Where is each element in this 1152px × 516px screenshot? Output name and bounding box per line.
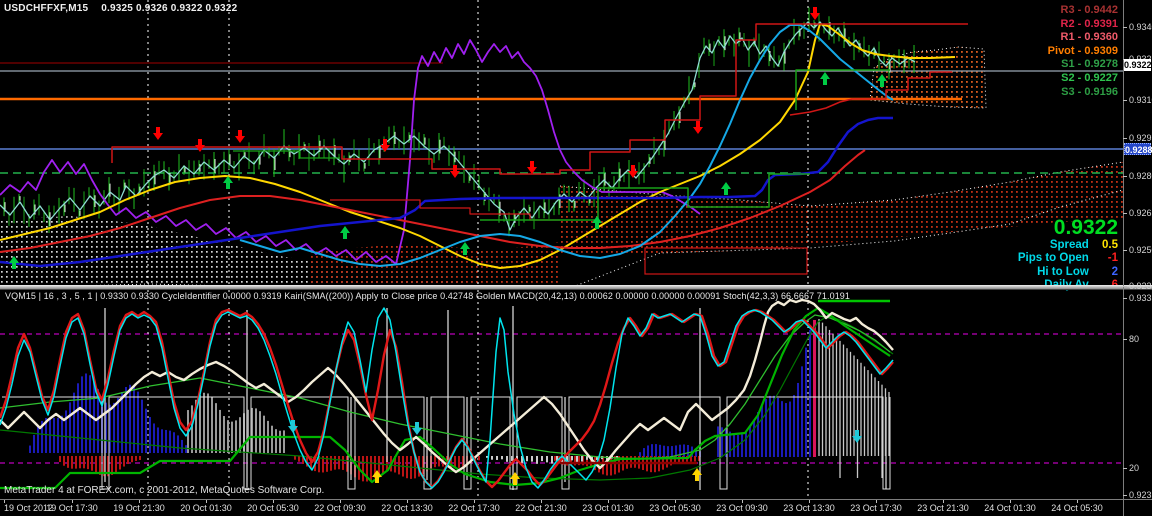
pivot-row-r1: R1 - 0.9360 <box>1060 31 1118 44</box>
highlighted-price-tag: 0.9288 <box>1124 143 1152 155</box>
time-tick <box>1077 500 1078 503</box>
platform-watermark: MetaTrader 4 at FOREX.com, c 2001-2012, … <box>4 485 325 496</box>
price-tick <box>1123 286 1127 287</box>
time-axis-label: 22 Oct 09:30 <box>314 503 366 513</box>
main-chart-canvas[interactable] <box>0 0 1123 288</box>
pivot-row-s1: S1 - 0.9278 <box>1061 58 1118 71</box>
info-row-hi-to-low: Hi to Low 2 <box>1037 265 1118 278</box>
time-tick <box>4 500 5 503</box>
pivot-row-s3: S3 - 0.9196 <box>1061 85 1118 98</box>
price-tick <box>1123 339 1127 340</box>
price-tick <box>1123 298 1127 299</box>
pivot-row-r3: R3 - 0.9442 <box>1060 4 1118 16</box>
indicator-chart-canvas[interactable] <box>0 288 1123 499</box>
time-tick <box>139 500 140 503</box>
time-axis-label: 19 Oct 21:30 <box>113 503 165 513</box>
price-tick <box>1123 495 1127 496</box>
time-axis-label: 23 Oct 05:30 <box>649 503 701 513</box>
indicator-header: VQM15 | 16 , 3 , 5 , 1 | 0.9330 0.9330 C… <box>5 291 851 301</box>
time-axis-label: 23 Oct 13:30 <box>783 503 835 513</box>
time-axis-label: 19 Oct 2012 <box>4 503 54 513</box>
time-tick <box>809 500 810 503</box>
price-tick <box>1123 100 1127 101</box>
time-tick <box>340 500 341 503</box>
time-axis-label: 24 Oct 01:30 <box>984 503 1036 513</box>
time-axis-label: 23 Oct 21:30 <box>917 503 969 513</box>
time-axis-label: 20 Oct 05:30 <box>247 503 299 513</box>
price-axis-label: 0.9235 <box>1129 281 1152 291</box>
time-axis-label: 22 Oct 21:30 <box>515 503 567 513</box>
time-tick <box>541 500 542 503</box>
pivot-levels-block: R3 - 0.9442 R2 - 0.9391 R1 - 0.9360 Pivot -… <box>1048 4 1118 99</box>
time-axis-line <box>0 499 1152 500</box>
indicator-axis-label: 20 <box>1129 463 1140 473</box>
price-info-block: 0.9322 Spread 0.5 Pips to Open -1 Hi to Lo… <box>1018 217 1118 293</box>
info-row-pips-to-open: Pips to Open -1 <box>1017 252 1118 265</box>
time-axis-label: 23 Oct 17:30 <box>850 503 902 513</box>
time-axis-label: 22 Oct 17:30 <box>448 503 500 513</box>
time-axis-label: 23 Oct 09:30 <box>716 503 768 513</box>
price-axis-label: 0.9265 <box>1129 208 1152 218</box>
pivot-row-pivot: Pivot - 0.9309 <box>1047 44 1118 57</box>
time-tick <box>876 500 877 503</box>
price-tick <box>1123 213 1127 214</box>
current-price-label: 0.9322 <box>1053 216 1118 239</box>
time-tick <box>474 500 475 503</box>
price-tick <box>1123 468 1127 469</box>
price-tick <box>1123 138 1127 139</box>
price-tick <box>1123 27 1127 28</box>
price-axis-line <box>1123 0 1124 516</box>
time-axis-label: 22 Oct 13:30 <box>381 503 433 513</box>
time-axis-label: 24 Oct 05:30 <box>1051 503 1103 513</box>
time-tick <box>206 500 207 503</box>
price-tick <box>1123 250 1127 251</box>
time-tick <box>943 500 944 503</box>
pivot-row-s2: S2 - 0.9227 <box>1061 71 1118 84</box>
price-tick <box>1123 176 1127 177</box>
time-tick <box>742 500 743 503</box>
time-tick <box>273 500 274 503</box>
time-tick <box>675 500 676 503</box>
ohlc-values: 0.9325 0.9326 0.9322 0.9322 <box>101 3 238 14</box>
panel-divider[interactable] <box>0 285 1152 290</box>
indicator-axis-label: 0.9335 <box>1129 293 1152 303</box>
time-tick <box>608 500 609 503</box>
time-tick <box>407 500 408 503</box>
price-axis-label: 0.9295 <box>1129 133 1152 143</box>
current-price-tag: 0.9322 <box>1124 59 1152 71</box>
time-axis-label: 23 Oct 01:30 <box>582 503 634 513</box>
pivot-row-r2: R2 - 0.9391 <box>1060 17 1118 30</box>
symbol-period-label: USDCHFFXF,M15 <box>4 3 89 14</box>
time-tick <box>72 500 73 503</box>
chart-title: USDCHFFXF,M15 0.9325 0.9326 0.9322 0.932… <box>4 3 237 14</box>
indicator-axis-label: 80 <box>1129 334 1140 344</box>
time-tick <box>1010 500 1011 503</box>
indicator-axis-label: 0.923 <box>1129 490 1152 500</box>
time-axis-label: 19 Oct 17:30 <box>46 503 98 513</box>
info-row-spread: Spread 0.5 <box>1049 239 1118 251</box>
time-axis-label: 20 Oct 01:30 <box>180 503 232 513</box>
